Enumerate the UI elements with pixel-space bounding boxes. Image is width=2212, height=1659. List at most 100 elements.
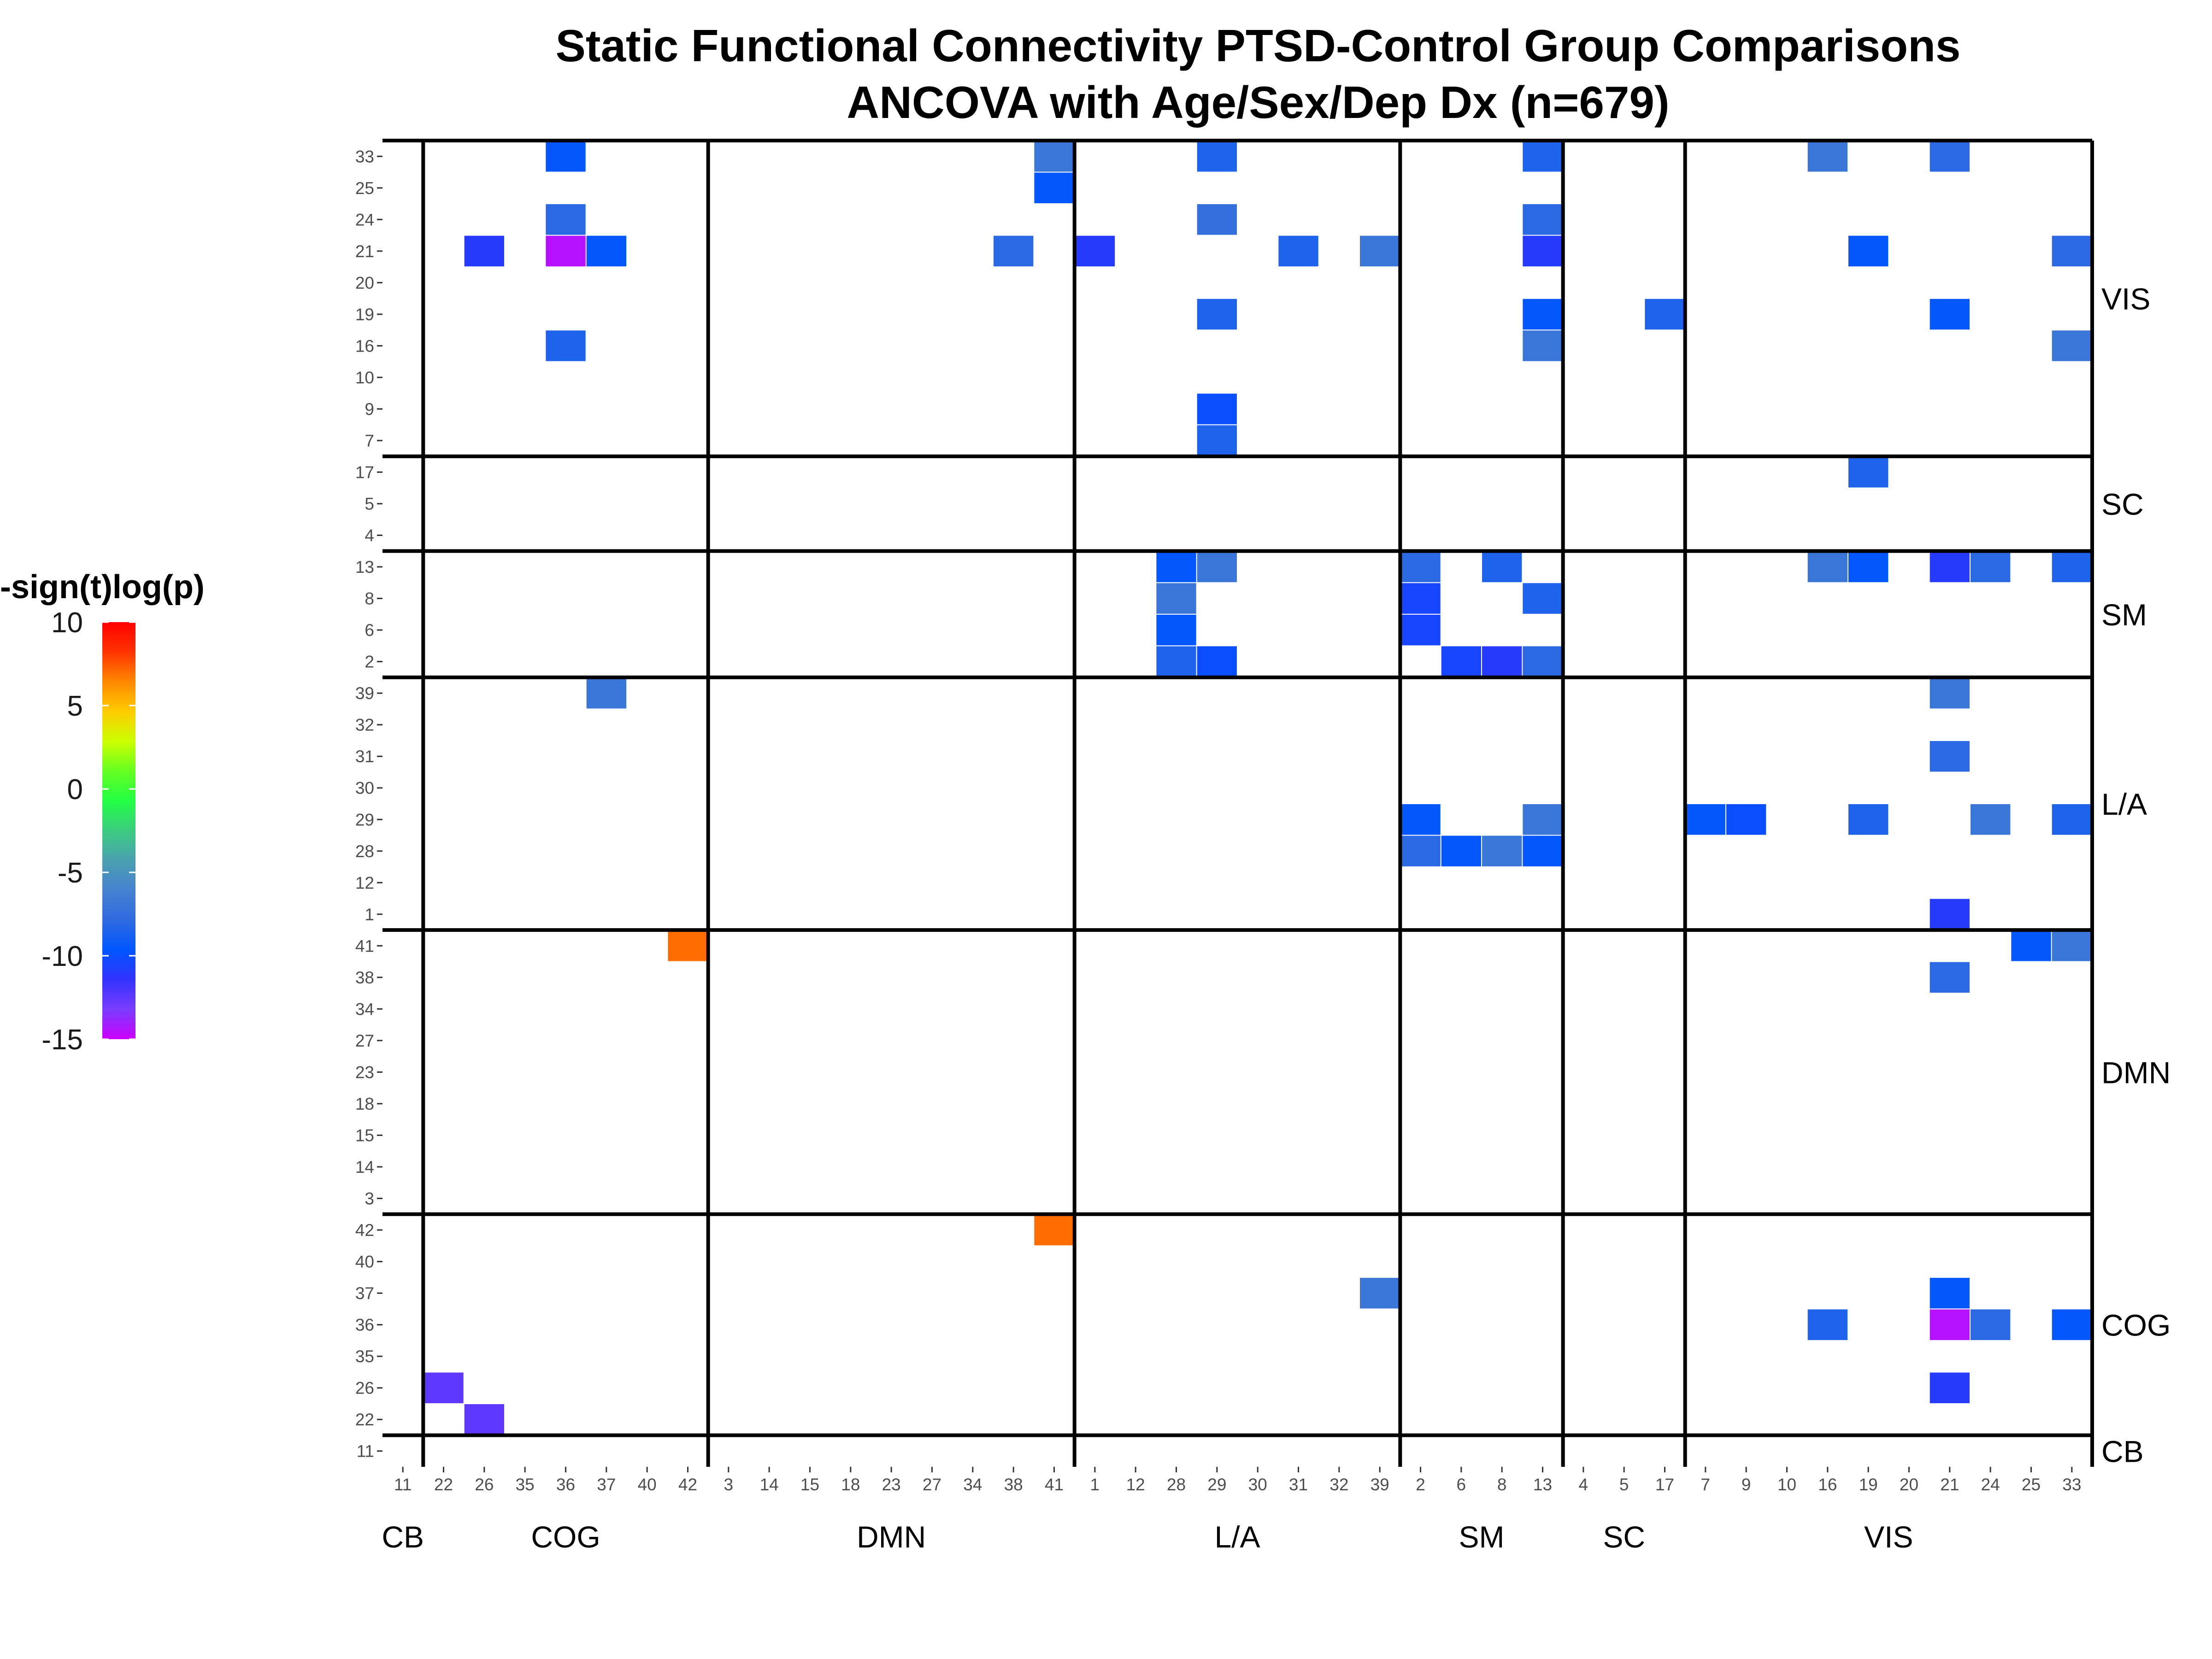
- heatmap-cell-21-33: [1930, 141, 1970, 172]
- x-group-label-vis: VIS: [1864, 1520, 1913, 1554]
- y-group-label-cog: COG: [2101, 1308, 2171, 1342]
- heatmap-cell-33-13: [2052, 551, 2092, 582]
- x-group-label-dmn: DMN: [857, 1520, 926, 1554]
- heatmap-cell-13-29: [1523, 804, 1563, 835]
- y-tick-cog-22: 22: [355, 1410, 374, 1429]
- x-tick-vis-10: 10: [1777, 1475, 1796, 1494]
- y-tick-la-28: 28: [355, 842, 374, 861]
- x-group-label-sm: SM: [1459, 1520, 1505, 1554]
- y-tick-vis-21: 21: [355, 242, 374, 261]
- y-tick-la-32: 32: [355, 716, 374, 735]
- x-tick-la-39: 39: [1371, 1475, 1389, 1494]
- y-tick-vis-7: 7: [365, 431, 374, 450]
- x-tick-dmn-38: 38: [1004, 1475, 1023, 1494]
- x-tick-dmn-18: 18: [841, 1475, 860, 1494]
- legend-tick-label: 0: [67, 774, 83, 806]
- y-tick-cog-37: 37: [355, 1284, 374, 1303]
- x-tick-vis-20: 20: [1900, 1475, 1918, 1494]
- heatmap-cell-21-31: [1930, 741, 1970, 772]
- heatmap-cell-31-21: [1278, 235, 1318, 267]
- heatmap-cell-39-37: [1360, 1277, 1400, 1309]
- y-tick-dmn-15: 15: [355, 1126, 374, 1145]
- heatmap-cell-29-33: [1197, 141, 1237, 172]
- x-tick-la-31: 31: [1289, 1475, 1308, 1494]
- heatmap-cell-13-28: [1523, 835, 1563, 867]
- heatmap-cell-28-13: [1156, 551, 1196, 582]
- heatmap-cell-24-36: [1971, 1309, 2011, 1340]
- group-dividers: [382, 139, 2094, 1467]
- x-tick-vis-19: 19: [1859, 1475, 1878, 1494]
- x-tick-cog-42: 42: [678, 1475, 697, 1494]
- heatmap-cell-33-36: [2052, 1309, 2092, 1340]
- heatmap-cell-37-21: [586, 235, 626, 267]
- heatmap-cell-37-39: [586, 677, 626, 709]
- y-tick-la-30: 30: [355, 779, 374, 798]
- heatmap-cell-29-24: [1197, 204, 1237, 235]
- y-tick-sc-17: 17: [355, 463, 374, 482]
- x-tick-dmn-15: 15: [800, 1475, 819, 1494]
- heatmap-cell-21-36: [1930, 1309, 1970, 1340]
- legend-colorbar: [102, 622, 135, 1039]
- x-tick-cog-26: 26: [475, 1475, 494, 1494]
- x-tick-dmn-41: 41: [1045, 1475, 1064, 1494]
- legend-tick-label: 10: [51, 607, 83, 639]
- heatmap-cell-21-38: [1930, 962, 1970, 993]
- y-group-label-la: L/A: [2101, 787, 2147, 821]
- y-tick-la-31: 31: [355, 747, 374, 766]
- x-tick-la-30: 30: [1248, 1475, 1267, 1494]
- y-tick-vis-10: 10: [355, 368, 374, 387]
- x-tick-cog-22: 22: [434, 1475, 453, 1494]
- y-tick-sm-13: 13: [355, 558, 374, 577]
- heatmap-cell-29-13: [1197, 551, 1237, 582]
- y-tick-vis-16: 16: [355, 336, 374, 355]
- heatmap-cell-2-28: [1400, 835, 1441, 867]
- x-tick-dmn-23: 23: [882, 1475, 901, 1494]
- x-tick-dmn-34: 34: [963, 1475, 982, 1494]
- heatmap-cell-28-2: [1156, 646, 1196, 677]
- y-tick-dmn-38: 38: [355, 968, 374, 987]
- y-tick-sc-5: 5: [365, 494, 374, 513]
- x-tick-vis-7: 7: [1701, 1475, 1711, 1494]
- heatmap-cell-26-21: [464, 235, 504, 267]
- x-tick-dmn-3: 3: [724, 1475, 734, 1494]
- y-tick-cog-42: 42: [355, 1221, 374, 1240]
- heatmap-cell-21-39: [1930, 677, 1970, 709]
- y-tick-la-12: 12: [355, 873, 374, 892]
- legend-tick-label: 5: [67, 690, 83, 722]
- heatmap-cell-25-41: [2011, 930, 2051, 961]
- x-tick-sm-8: 8: [1497, 1475, 1507, 1494]
- x-tick-sm-2: 2: [1416, 1475, 1425, 1494]
- heatmap-cell-24-29: [1971, 804, 2011, 835]
- x-group-label-la: L/A: [1214, 1520, 1260, 1554]
- heatmap-cell-36-33: [546, 141, 586, 172]
- heatmap-cell-8-13: [1482, 551, 1522, 582]
- x-tick-sm-13: 13: [1533, 1475, 1552, 1494]
- x-tick-la-32: 32: [1330, 1475, 1348, 1494]
- x-group-label-cb: CB: [382, 1520, 424, 1554]
- y-tick-dmn-23: 23: [355, 1063, 374, 1082]
- y-tick-sc-4: 4: [365, 526, 374, 545]
- y-group-labels: CB COG DMN L/A SM SC VIS: [2101, 282, 2171, 1469]
- y-group-label-vis: VIS: [2101, 282, 2150, 316]
- heatmap-cell-22-26: [424, 1372, 464, 1403]
- heatmap-cell-21-19: [1930, 299, 1970, 330]
- x-group-labels: CB COG DMN L/A SM SC VIS: [382, 1520, 1913, 1554]
- heatmap-cell-21-37: [1930, 1277, 1970, 1309]
- heatmap-cell-1-21: [1075, 235, 1115, 267]
- heatmap-cell-19-17: [1848, 457, 1888, 488]
- y-tick-sm-2: 2: [365, 653, 374, 671]
- x-tick-la-28: 28: [1167, 1475, 1186, 1494]
- heatmap-cell-33-21: [2052, 235, 2092, 267]
- heatmap-cell-16-13: [1807, 551, 1847, 582]
- chart-title: Static Functional Connectivity PTSD-Cont…: [555, 20, 1960, 71]
- x-group-label-sc: SC: [1603, 1520, 1645, 1554]
- x-tick-sm-6: 6: [1457, 1475, 1466, 1494]
- heatmap-cell-42-41: [668, 930, 708, 961]
- x-tick-dmn-27: 27: [923, 1475, 941, 1494]
- y-tick-vis-9: 9: [365, 400, 374, 418]
- heatmap-cell-13-24: [1523, 204, 1563, 235]
- heatmap-cell-13-33: [1523, 141, 1563, 172]
- heatmap-cell-29-7: [1197, 425, 1237, 456]
- heatmap-cell-24-13: [1971, 551, 2011, 582]
- heatmap-cell-29-2: [1197, 646, 1237, 677]
